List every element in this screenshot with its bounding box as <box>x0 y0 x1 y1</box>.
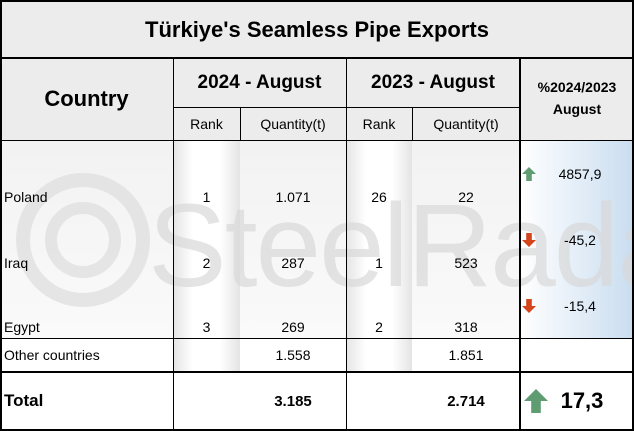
rank-col-bg <box>173 140 240 372</box>
rank: 1 <box>375 255 383 271</box>
change: 4857,9 <box>558 166 602 182</box>
header-quantity: Quantity(t) <box>260 116 326 132</box>
country-name: Other countries <box>4 347 100 363</box>
header-rank: Rank <box>190 116 223 132</box>
other-bg <box>412 338 520 372</box>
country-name: Total <box>4 391 44 410</box>
rank: 3 <box>202 319 211 335</box>
header-period: 2024 - August <box>197 72 322 93</box>
rank: 1 <box>202 189 211 205</box>
change: 17,3 <box>560 388 604 413</box>
rank-col-bg <box>346 140 412 372</box>
other-bg <box>240 338 346 372</box>
change: -15,4 <box>564 298 596 314</box>
rank: 26 <box>371 189 387 205</box>
other-bg <box>0 338 173 372</box>
rank: 2 <box>375 319 383 335</box>
quantity: 287 <box>281 255 305 271</box>
quantity: 22 <box>458 189 474 205</box>
quantity: 269 <box>281 319 305 335</box>
header-change: %2024/2023 August <box>537 79 617 117</box>
country-name: Poland <box>4 189 48 205</box>
trend-arrow-up <box>522 167 536 181</box>
title-bg <box>0 0 634 58</box>
quantity: 2.714 <box>447 392 485 410</box>
rank: 2 <box>202 255 211 271</box>
watermark-logo <box>16 173 150 307</box>
trend-arrow-down <box>522 233 536 247</box>
quantity: 1.071 <box>275 189 311 205</box>
quantity: 3.185 <box>274 392 312 410</box>
header-rank: Rank <box>362 116 396 132</box>
quantity: 318 <box>454 319 478 335</box>
trend-arrow-down <box>522 299 536 313</box>
watermark: SteelRadar <box>148 180 634 312</box>
country-name: Egypt <box>4 319 40 335</box>
country-name: Iraq <box>4 255 29 271</box>
change: -45,2 <box>564 232 596 248</box>
header-quantity: Quantity(t) <box>433 116 499 132</box>
trend-arrow-up <box>524 389 548 413</box>
quantity: 1.558 <box>275 347 311 363</box>
header-period: 2023 - August <box>371 72 495 93</box>
title: Türkiye's Seamless Pipe Exports <box>145 17 489 42</box>
quantity: 1.851 <box>448 347 484 363</box>
header-bg <box>0 58 634 140</box>
header-country: Country <box>44 86 129 111</box>
quantity: 523 <box>454 255 478 271</box>
change-col-bg <box>520 140 634 338</box>
